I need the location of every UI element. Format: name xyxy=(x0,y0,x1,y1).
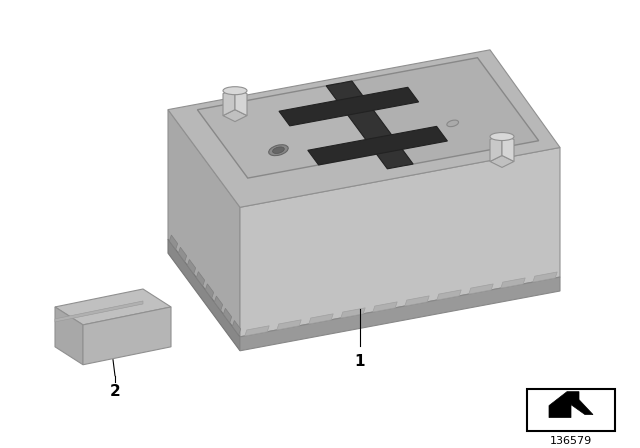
Polygon shape xyxy=(235,88,247,116)
Polygon shape xyxy=(55,301,143,322)
Polygon shape xyxy=(501,278,525,288)
Polygon shape xyxy=(214,296,223,310)
Polygon shape xyxy=(55,307,83,365)
Polygon shape xyxy=(83,307,171,365)
Polygon shape xyxy=(245,326,269,336)
Ellipse shape xyxy=(273,147,284,154)
Polygon shape xyxy=(346,58,539,165)
Bar xyxy=(527,389,615,431)
Ellipse shape xyxy=(490,133,514,141)
Polygon shape xyxy=(205,284,214,298)
Polygon shape xyxy=(309,314,333,324)
Polygon shape xyxy=(437,290,461,300)
Polygon shape xyxy=(196,271,205,286)
Text: 2: 2 xyxy=(109,383,120,399)
Polygon shape xyxy=(326,81,413,169)
Polygon shape xyxy=(372,302,397,312)
Polygon shape xyxy=(240,277,560,351)
Polygon shape xyxy=(490,155,514,168)
Ellipse shape xyxy=(269,145,288,155)
Polygon shape xyxy=(279,87,419,126)
Polygon shape xyxy=(308,126,447,165)
Ellipse shape xyxy=(223,87,247,95)
Polygon shape xyxy=(223,88,235,116)
Polygon shape xyxy=(549,392,593,418)
Text: 1: 1 xyxy=(355,354,365,369)
Polygon shape xyxy=(405,296,429,306)
Polygon shape xyxy=(532,272,557,282)
Polygon shape xyxy=(197,83,389,178)
Polygon shape xyxy=(168,110,240,337)
Polygon shape xyxy=(168,50,560,207)
Polygon shape xyxy=(341,308,365,318)
Polygon shape xyxy=(502,134,514,161)
Polygon shape xyxy=(240,147,560,337)
Text: 136579: 136579 xyxy=(550,435,592,445)
Polygon shape xyxy=(468,284,493,294)
Polygon shape xyxy=(232,320,241,335)
Polygon shape xyxy=(277,320,301,330)
Polygon shape xyxy=(55,289,171,325)
Polygon shape xyxy=(223,308,232,323)
Polygon shape xyxy=(490,134,502,161)
Polygon shape xyxy=(170,235,178,250)
Polygon shape xyxy=(223,110,247,121)
Polygon shape xyxy=(188,259,196,274)
Ellipse shape xyxy=(447,120,458,127)
Polygon shape xyxy=(179,247,187,262)
Polygon shape xyxy=(168,239,240,351)
